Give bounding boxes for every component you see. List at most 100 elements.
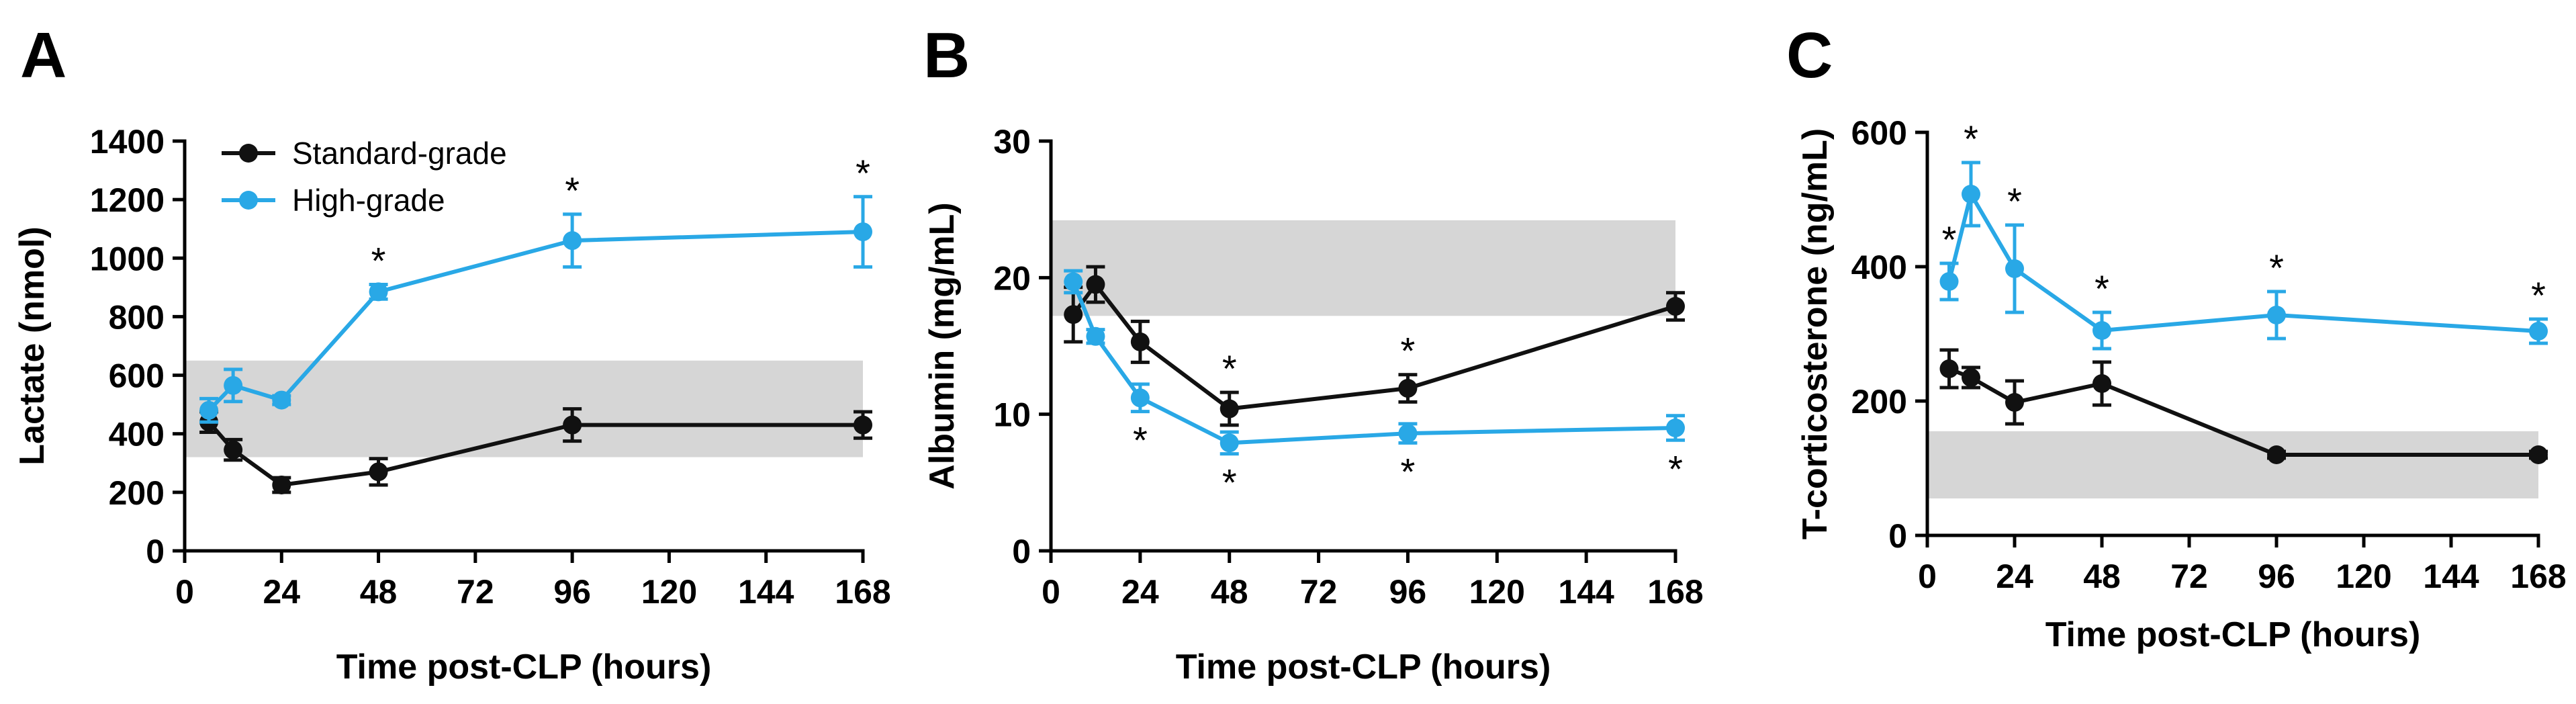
- x-tick-label: 96: [1389, 573, 1427, 611]
- significance-star: *: [1222, 461, 1237, 504]
- data-point-standard: [1086, 275, 1105, 294]
- y-tick-label: 400: [109, 416, 165, 453]
- panel-a: A 0 200 400 600 800 1000 1200 1400 0 24 48 72 96 120 14…: [13, 19, 891, 687]
- data-point-standard: [2267, 445, 2286, 464]
- data-point-high: [2267, 306, 2286, 324]
- data-point-high: [1398, 424, 1418, 443]
- x-tick-label: 48: [1211, 573, 1248, 611]
- x-tick-label: 120: [641, 573, 697, 611]
- x-tick-label: 24: [263, 573, 300, 611]
- significance-star: *: [1222, 347, 1237, 390]
- reference-band: [1927, 431, 2538, 498]
- panel-b: B 0 10 20 30 0 24 48 72 96 120 144 168 Time post-CLP …: [923, 19, 1704, 687]
- significance-star: *: [2531, 274, 2546, 316]
- significance-star: *: [1964, 118, 1978, 160]
- x-tick-label: 168: [835, 573, 890, 611]
- x-tick-label: 168: [1647, 573, 1703, 611]
- series-high: * * * *: [1064, 269, 1685, 504]
- y-axis-label: Albumin (mg/mL): [923, 202, 962, 490]
- data-point-standard: [2092, 374, 2111, 393]
- significance-star: *: [1942, 218, 1957, 261]
- legend-swatch-point: [239, 144, 258, 163]
- series-standard: * *: [1064, 265, 1685, 427]
- x-tick-label: 96: [553, 573, 591, 611]
- data-point-standard: [1064, 305, 1083, 324]
- data-point-standard: [272, 475, 291, 494]
- legend-swatch-point: [239, 191, 258, 210]
- legend-label-standard: Standard-grade: [292, 136, 507, 171]
- significance-star: *: [1133, 419, 1148, 461]
- significance-star: *: [2095, 267, 2109, 310]
- legend-label-high: High-grade: [292, 183, 445, 218]
- data-point-standard: [563, 415, 582, 435]
- data-point-standard: [1962, 368, 1980, 387]
- data-point-high: [1962, 185, 1980, 204]
- reference-band: [1051, 220, 1675, 316]
- y-tick-label: 600: [109, 357, 165, 395]
- y-tick-label: 0: [1012, 533, 1031, 570]
- data-point-standard: [854, 415, 872, 435]
- x-tick-label: 120: [1469, 573, 1525, 611]
- x-tick-label: 72: [2170, 558, 2208, 595]
- data-point-high: [2092, 321, 2111, 340]
- x-tick-label: 168: [2510, 558, 2566, 595]
- y-tick-label: 600: [1851, 114, 1907, 152]
- y-tick-label: 0: [146, 533, 165, 570]
- data-point-high: [854, 222, 872, 242]
- significance-star: *: [1401, 330, 1416, 372]
- y-tick-label: 200: [1851, 383, 1907, 421]
- significance-star: *: [1401, 450, 1416, 492]
- data-point-standard: [1939, 359, 1959, 378]
- y-tick-label: 200: [109, 474, 165, 512]
- x-axis-label: Time post-CLP (hours): [336, 648, 712, 687]
- panel-letter: A: [20, 19, 66, 91]
- significance-star: *: [856, 152, 870, 194]
- data-point-standard: [1398, 379, 1418, 398]
- x-tick-label: 144: [738, 573, 794, 611]
- reference-band: [185, 360, 863, 457]
- data-point-high: [563, 231, 582, 251]
- y-tick-label: 1400: [90, 123, 165, 161]
- x-tick-label: 24: [1121, 573, 1159, 611]
- series-high: * * * * * *: [1939, 118, 2548, 351]
- data-point-high: [2005, 259, 2024, 278]
- significance-star: *: [565, 169, 580, 212]
- y-tick-label: 1000: [90, 240, 165, 277]
- y-tick-label: 10: [993, 396, 1031, 434]
- data-point-high: [1666, 419, 1685, 437]
- series-standard: [1939, 348, 2548, 464]
- x-tick-label: 0: [1918, 558, 1937, 595]
- x-tick-label: 0: [1042, 573, 1060, 611]
- x-tick-label: 120: [2336, 558, 2391, 595]
- x-axis-label: Time post-CLP (hours): [1176, 648, 1551, 687]
- data-point-standard: [1130, 332, 1150, 351]
- x-axis-label: Time post-CLP (hours): [2045, 615, 2421, 654]
- data-point-high: [199, 400, 219, 420]
- y-axis-label: Lactate (nmol): [13, 226, 52, 465]
- x-tick-label: 72: [457, 573, 494, 611]
- panel-letter: B: [923, 19, 970, 91]
- y-tick-label: 20: [993, 259, 1031, 297]
- x-tick-label: 144: [2423, 558, 2479, 595]
- significance-star: *: [2007, 180, 2022, 222]
- data-point-standard: [224, 440, 243, 459]
- series-high: * * *: [199, 152, 872, 424]
- data-point-high: [2529, 322, 2548, 341]
- y-tick-label: 0: [1888, 517, 1907, 555]
- x-tick-label: 96: [2258, 558, 2295, 595]
- data-point-high: [1086, 326, 1105, 346]
- y-tick-label: 30: [993, 123, 1031, 161]
- data-point-high: [369, 282, 388, 302]
- x-tick-label: 48: [360, 573, 398, 611]
- panel-letter: C: [1786, 19, 1833, 91]
- data-point-standard: [369, 462, 388, 482]
- significance-star: *: [1668, 447, 1683, 490]
- panel-c: C 0 200 400 600 0 24 48 72 96 120 144 168 Time post-C…: [1786, 19, 2567, 654]
- data-point-high: [272, 390, 291, 410]
- data-point-standard: [1220, 399, 1239, 419]
- y-tick-label: 800: [109, 298, 165, 336]
- data-point-high: [1220, 433, 1239, 453]
- x-tick-label: 144: [1558, 573, 1614, 611]
- series-line-high: [1071, 281, 1676, 445]
